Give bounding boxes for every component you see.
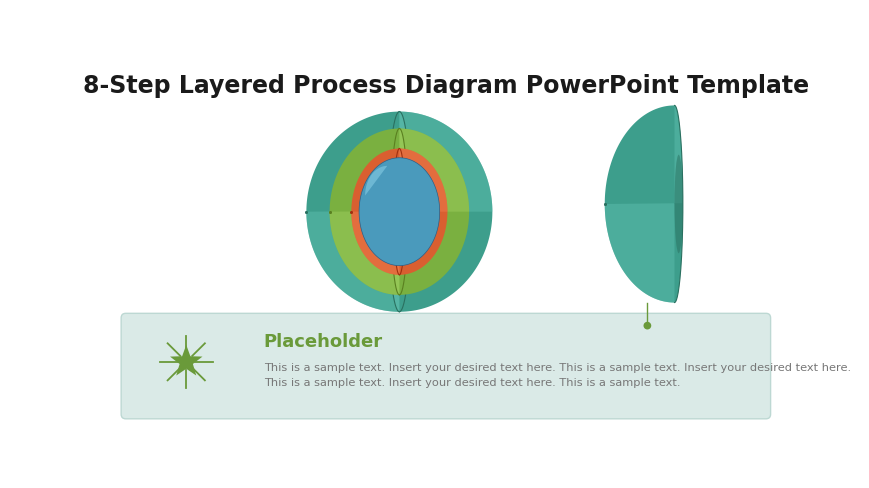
Polygon shape xyxy=(647,124,677,285)
Polygon shape xyxy=(393,149,447,275)
Polygon shape xyxy=(368,168,402,257)
Polygon shape xyxy=(390,129,468,295)
Polygon shape xyxy=(388,112,492,312)
Ellipse shape xyxy=(388,163,399,262)
Ellipse shape xyxy=(393,181,399,244)
Ellipse shape xyxy=(399,190,402,235)
Polygon shape xyxy=(604,106,682,303)
Polygon shape xyxy=(604,106,682,303)
Circle shape xyxy=(643,322,651,330)
Polygon shape xyxy=(393,149,447,275)
Polygon shape xyxy=(388,112,492,312)
Ellipse shape xyxy=(399,163,410,262)
Polygon shape xyxy=(329,129,408,295)
Polygon shape xyxy=(306,112,410,312)
Ellipse shape xyxy=(673,155,682,254)
Polygon shape xyxy=(368,168,402,257)
Polygon shape xyxy=(365,166,387,196)
Polygon shape xyxy=(359,159,439,266)
Ellipse shape xyxy=(399,171,408,254)
Polygon shape xyxy=(351,149,405,275)
FancyBboxPatch shape xyxy=(121,314,770,419)
Ellipse shape xyxy=(390,171,399,254)
Text: 8-Step Layered Process Diagram PowerPoint Template: 8-Step Layered Process Diagram PowerPoin… xyxy=(83,74,808,98)
Polygon shape xyxy=(306,112,410,312)
Text: Placeholder: Placeholder xyxy=(263,332,382,350)
Polygon shape xyxy=(169,345,202,376)
Ellipse shape xyxy=(399,181,405,244)
Polygon shape xyxy=(647,124,677,285)
Polygon shape xyxy=(395,168,430,257)
Polygon shape xyxy=(351,149,405,275)
Polygon shape xyxy=(395,168,430,257)
Text: This is a sample text. Insert your desired text here. This is a sample text. Ins: This is a sample text. Insert your desir… xyxy=(263,362,850,387)
Polygon shape xyxy=(390,129,468,295)
Polygon shape xyxy=(329,129,408,295)
Ellipse shape xyxy=(673,164,677,245)
Ellipse shape xyxy=(395,190,399,235)
